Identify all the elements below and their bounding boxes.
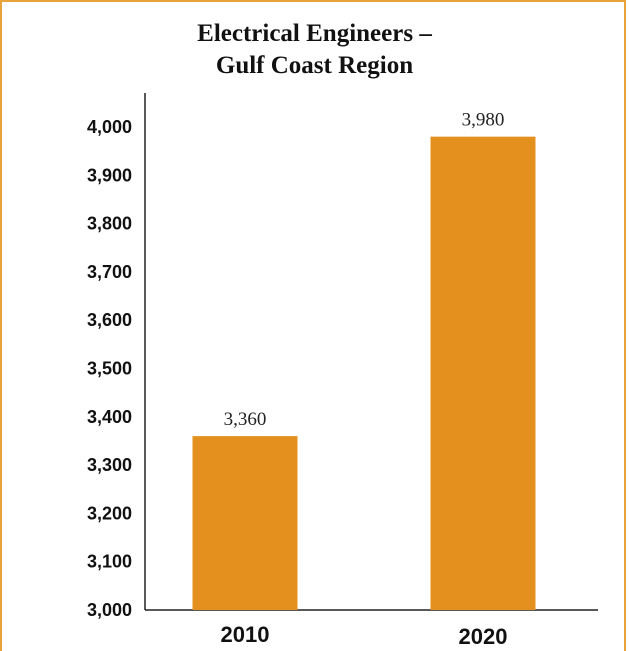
data-labels: 3,360 3,980 (224, 110, 505, 430)
y-tick-label: 3,900 (87, 165, 132, 185)
bar-2020 (430, 136, 536, 610)
y-tick-label: 3,700 (87, 262, 132, 282)
y-tick-label: 3,300 (87, 455, 132, 475)
y-tick-label: 3,100 (87, 552, 132, 572)
x-tick-label-2020: 2020 (459, 624, 508, 649)
y-tick-label: 3,600 (87, 310, 132, 330)
chart-title-line-1: Electrical Engineers – (197, 20, 432, 47)
y-tick-label: 3,500 (87, 359, 132, 379)
chart-title-line-2: Gulf Coast Region (215, 52, 414, 79)
bar-2010 (192, 436, 298, 610)
bars (192, 136, 536, 610)
data-label-2020: 3,980 (462, 110, 505, 131)
y-tick-label: 4,000 (87, 117, 132, 137)
y-tick-label: 3,400 (87, 407, 132, 427)
y-tick-label: 3,000 (87, 600, 132, 620)
data-label-2010: 3,360 (224, 409, 267, 430)
x-tick-labels: 2010 2020 (221, 622, 508, 649)
x-tick-label-2010: 2010 (221, 622, 270, 647)
y-tick-label: 3,800 (87, 214, 132, 234)
y-tick-labels: 3,000 3,100 3,200 3,300 3,400 3,500 3,600 3,700… (87, 117, 132, 620)
y-tick-label: 3,200 (87, 503, 132, 523)
chart-title: Electrical Engineers – Gulf Coast Region (0, 18, 629, 82)
